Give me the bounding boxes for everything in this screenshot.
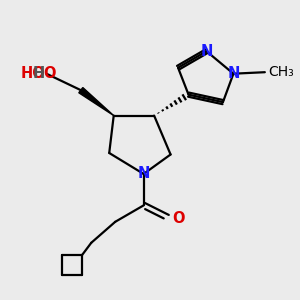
- Text: CH₃: CH₃: [268, 65, 294, 79]
- Text: O: O: [172, 211, 184, 226]
- Text: N: N: [137, 167, 150, 182]
- Text: N: N: [227, 66, 240, 81]
- Polygon shape: [79, 88, 114, 116]
- Text: N: N: [200, 44, 213, 59]
- Text: H: H: [33, 66, 45, 81]
- Text: O: O: [43, 66, 56, 81]
- Text: HO: HO: [20, 66, 45, 81]
